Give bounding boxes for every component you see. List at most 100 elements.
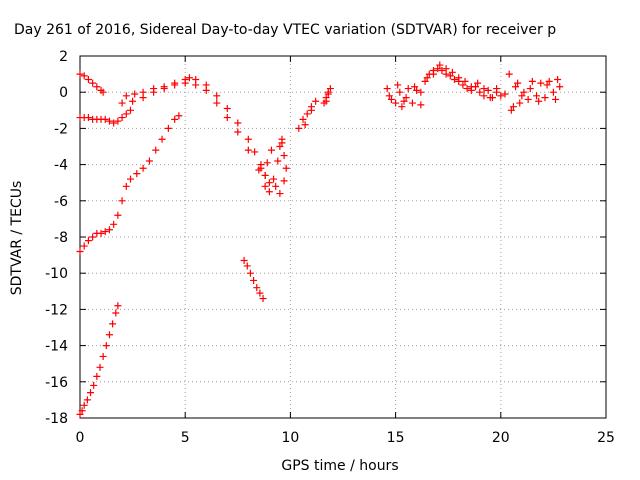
chart-title: Day 261 of 2016, Sidereal Day-to-day VTE… <box>14 22 556 38</box>
data-point <box>118 197 126 205</box>
data-point <box>265 179 273 187</box>
data-point <box>192 81 200 89</box>
data-point <box>423 74 431 82</box>
data-point <box>518 92 526 100</box>
data-point <box>480 85 488 93</box>
data-point <box>114 302 122 310</box>
x-tick-label: 10 <box>281 430 299 446</box>
data-point <box>387 95 395 103</box>
data-point <box>404 85 412 93</box>
data-point <box>90 381 98 389</box>
data-point <box>122 110 130 118</box>
y-tick-label: -16 <box>45 375 68 391</box>
data-point <box>129 97 137 105</box>
data-point <box>385 92 393 100</box>
data-point <box>253 284 261 292</box>
data-point <box>501 90 509 98</box>
x-tick-label: 5 <box>181 430 190 446</box>
data-point <box>442 65 450 73</box>
data-point <box>303 110 311 118</box>
data-point <box>93 372 101 380</box>
data-point <box>528 77 536 85</box>
data-point <box>392 99 400 107</box>
data-point <box>509 103 517 111</box>
data-point <box>101 115 109 123</box>
data-point <box>243 262 251 270</box>
data-point <box>109 320 117 328</box>
data-point <box>160 83 168 91</box>
data-point <box>246 269 254 277</box>
data-point <box>455 74 463 82</box>
data-point <box>84 76 92 84</box>
data-point <box>324 90 332 98</box>
data-point <box>448 68 456 76</box>
data-point <box>223 114 231 122</box>
data-point <box>240 257 248 265</box>
data-point <box>512 83 520 91</box>
data-point <box>408 99 416 107</box>
data-point <box>164 124 172 132</box>
data-point <box>78 407 86 415</box>
x-axis-title: GPS time / hours <box>281 458 398 474</box>
data-point <box>276 190 284 198</box>
data-point <box>83 396 91 404</box>
data-point <box>234 119 242 127</box>
data-point <box>251 148 259 156</box>
data-point <box>278 135 286 143</box>
data-point <box>267 146 275 154</box>
data-point <box>463 85 471 93</box>
data-point <box>76 70 84 78</box>
data-point <box>89 233 97 241</box>
data-point <box>105 117 113 125</box>
series-11 <box>383 81 425 111</box>
data-points <box>76 61 564 418</box>
y-tick-label: -14 <box>45 339 68 355</box>
data-point <box>514 79 522 87</box>
x-tick-label: 20 <box>492 430 510 446</box>
data-point <box>486 94 494 102</box>
data-point <box>497 92 505 100</box>
data-point <box>202 86 210 94</box>
data-point <box>261 182 269 190</box>
data-point <box>272 182 280 190</box>
data-point <box>139 88 147 96</box>
data-point <box>97 229 105 237</box>
data-point <box>533 92 541 100</box>
data-point <box>261 171 269 179</box>
data-point <box>543 81 551 89</box>
series-9 <box>295 97 320 132</box>
series-7 <box>240 257 267 303</box>
data-point <box>150 85 158 93</box>
data-point <box>417 101 425 109</box>
y-tick-label: 2 <box>59 49 68 65</box>
data-point <box>484 86 492 94</box>
data-point <box>105 226 113 234</box>
data-point <box>175 112 183 120</box>
data-point <box>99 352 107 360</box>
data-point <box>257 164 265 172</box>
data-point <box>87 389 95 397</box>
series-1 <box>76 70 107 96</box>
data-point <box>263 159 271 167</box>
data-point <box>118 99 126 107</box>
data-point <box>152 146 160 154</box>
data-point <box>493 85 501 93</box>
data-point <box>411 83 419 91</box>
data-point <box>295 124 303 132</box>
data-point <box>101 228 109 236</box>
data-point <box>270 175 278 183</box>
data-point <box>400 97 408 105</box>
data-point <box>537 79 545 87</box>
data-point <box>250 276 258 284</box>
data-point <box>114 211 122 219</box>
y-tick-label: -18 <box>45 411 68 427</box>
data-point <box>213 92 221 100</box>
data-point <box>126 175 134 183</box>
data-point <box>158 135 166 143</box>
series-5 <box>76 112 183 255</box>
data-point <box>312 97 320 105</box>
data-point <box>84 114 92 122</box>
y-tick-label: -8 <box>54 230 68 246</box>
data-point <box>480 92 488 100</box>
